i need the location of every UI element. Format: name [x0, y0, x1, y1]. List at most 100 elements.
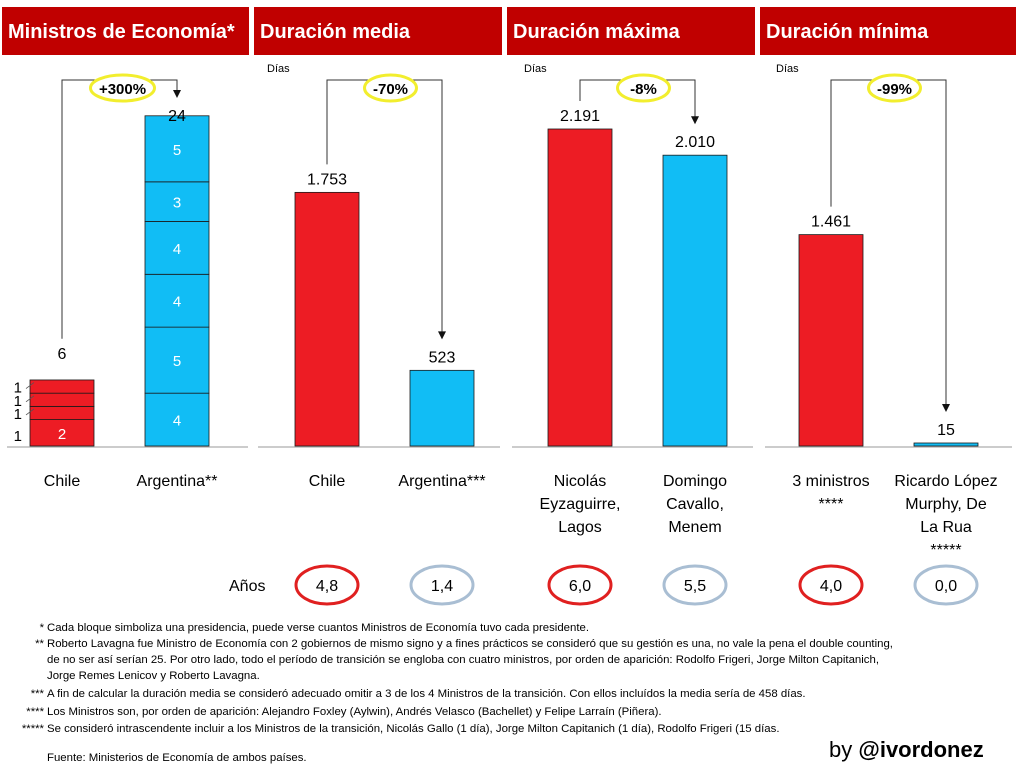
bar-value-label: 1.753 [307, 171, 347, 188]
years-value: 6,0 [569, 578, 591, 595]
footnote-mark: ***** [21, 723, 44, 735]
source-note: Fuente: Ministerios de Economía de ambos… [47, 752, 307, 764]
years-badge-argentina [662, 564, 728, 606]
segment-label: 4 [173, 241, 181, 258]
bar-segment [144, 115, 210, 183]
years-badge-argentina [409, 564, 475, 606]
segment-side-label: 1 [14, 380, 22, 397]
years-row-label: Años [229, 578, 265, 595]
panel-title-duracion-maxima: Duración máxima [507, 7, 755, 55]
category-label-line: 3 ministros [792, 473, 869, 490]
change-label: -70% [373, 81, 408, 98]
segment-label: 4 [173, 294, 181, 311]
years-badge-chile [547, 564, 613, 606]
segment-side-label: 1 [14, 428, 22, 445]
change-arrowhead [173, 90, 181, 98]
bar-value-label: 1.461 [811, 214, 851, 231]
footnote-text: Jorge Remes Lenicov y Roberto Lavagna. [47, 670, 260, 682]
segment-leader-line [25, 408, 35, 416]
category-label-line: Argentina*** [398, 473, 485, 490]
panel-title-ministros: Ministros de Economía* [2, 7, 249, 55]
years-value: 4,8 [316, 578, 338, 595]
bar-value-label: 523 [429, 349, 456, 366]
segment-side-label: 1 [14, 393, 22, 410]
category-label: 3 ministros **** [792, 473, 869, 513]
segment-side-label: 1 [14, 406, 22, 423]
bar-segment [29, 405, 95, 420]
change-label: -99% [877, 81, 912, 98]
category-label-line: Murphy, De [905, 496, 987, 513]
unit-label-media: Días [267, 63, 290, 75]
bar-segment [144, 181, 210, 222]
footnote-text: A fin de calcular la duración media se c… [47, 688, 806, 700]
change-badge [363, 73, 418, 103]
change-arrowhead [691, 116, 699, 125]
category-label-line: **** [819, 496, 844, 513]
change-badge [89, 73, 156, 103]
footnote-text: de no ser así serían 25. Por otro lado, … [47, 654, 879, 666]
category-label-line: Eyzaguirre, [540, 496, 621, 513]
unit-label-minima: Días [776, 63, 799, 75]
years-value: 5,5 [684, 578, 706, 595]
category-label-line: La Rua [920, 519, 972, 536]
segment-label: 4 [173, 413, 181, 430]
bar-value-label: 24 [168, 108, 186, 125]
bar [547, 128, 613, 447]
category-label: Argentina*** [398, 473, 485, 490]
category-label-line: Menem [668, 519, 721, 536]
segment-leader-line [25, 395, 35, 403]
bar-value-label: 2.191 [560, 108, 600, 125]
category-label-line: Chile [309, 473, 346, 490]
bar-segment [144, 273, 210, 328]
bar-value-label: 2.010 [675, 134, 715, 151]
bar [409, 369, 475, 447]
author-by: by [829, 737, 853, 762]
bar-value-label: 6 [58, 346, 67, 363]
category-label-line: Nicolás [554, 473, 606, 490]
bar [913, 442, 979, 447]
category-label: Argentina** [137, 473, 218, 490]
category-label-line: Cavallo, [666, 496, 724, 513]
footnote-text: Los Ministros son, por orden de aparició… [47, 706, 662, 718]
bar-value-label: 15 [937, 422, 955, 439]
change-arrowhead [942, 404, 950, 412]
category-label: Domingo Cavallo, Menem [663, 473, 727, 536]
segment-label: 5 [173, 142, 181, 159]
category-label: Chile [44, 473, 81, 490]
years-value: 0,0 [935, 578, 957, 595]
years-badge-chile [294, 564, 360, 606]
footnote-mark: *** [30, 688, 44, 700]
author-handle: @ivordonez [858, 737, 984, 762]
category-label-line: Lagos [558, 519, 602, 536]
panel-title-duracion-minima: Duración mínima [760, 7, 1016, 55]
footnote-text: Roberto Lavagna fue Ministro de Economía… [47, 638, 893, 650]
unit-label-maxima: Días [524, 63, 547, 75]
years-badge-argentina [913, 564, 979, 606]
panel-title-duracion-media: Duración media [254, 7, 502, 55]
footnote-mark: ** [35, 638, 44, 650]
category-label-line: Domingo [663, 473, 727, 490]
change-label: +300% [99, 81, 146, 98]
change-badge [867, 73, 922, 103]
bar [294, 191, 360, 447]
author-credit: by @ivordonez [829, 737, 984, 763]
bar-segment [29, 392, 95, 407]
segment-leader-line [25, 382, 35, 389]
years-value: 4,0 [820, 578, 842, 595]
bar-segment [29, 419, 95, 447]
segment-label: 2 [58, 426, 66, 443]
bar-segment [144, 221, 210, 275]
category-label-line: Argentina** [137, 473, 218, 490]
segment-label: 3 [173, 195, 181, 212]
footnote-text: Se consideró intrascendente incluir a lo… [47, 723, 780, 735]
bar-segment [29, 379, 95, 394]
category-label-line: Chile [44, 473, 81, 490]
category-label-line: Ricardo López [894, 473, 997, 490]
category-label: Chile [309, 473, 346, 490]
years-badge-chile [798, 564, 864, 606]
footnote-text: Cada bloque simboliza una presidencia, p… [47, 622, 590, 634]
years-value: 1,4 [431, 578, 453, 595]
category-label: Ricardo López Murphy, De La Rua ***** [894, 473, 997, 559]
change-badge [616, 73, 671, 103]
